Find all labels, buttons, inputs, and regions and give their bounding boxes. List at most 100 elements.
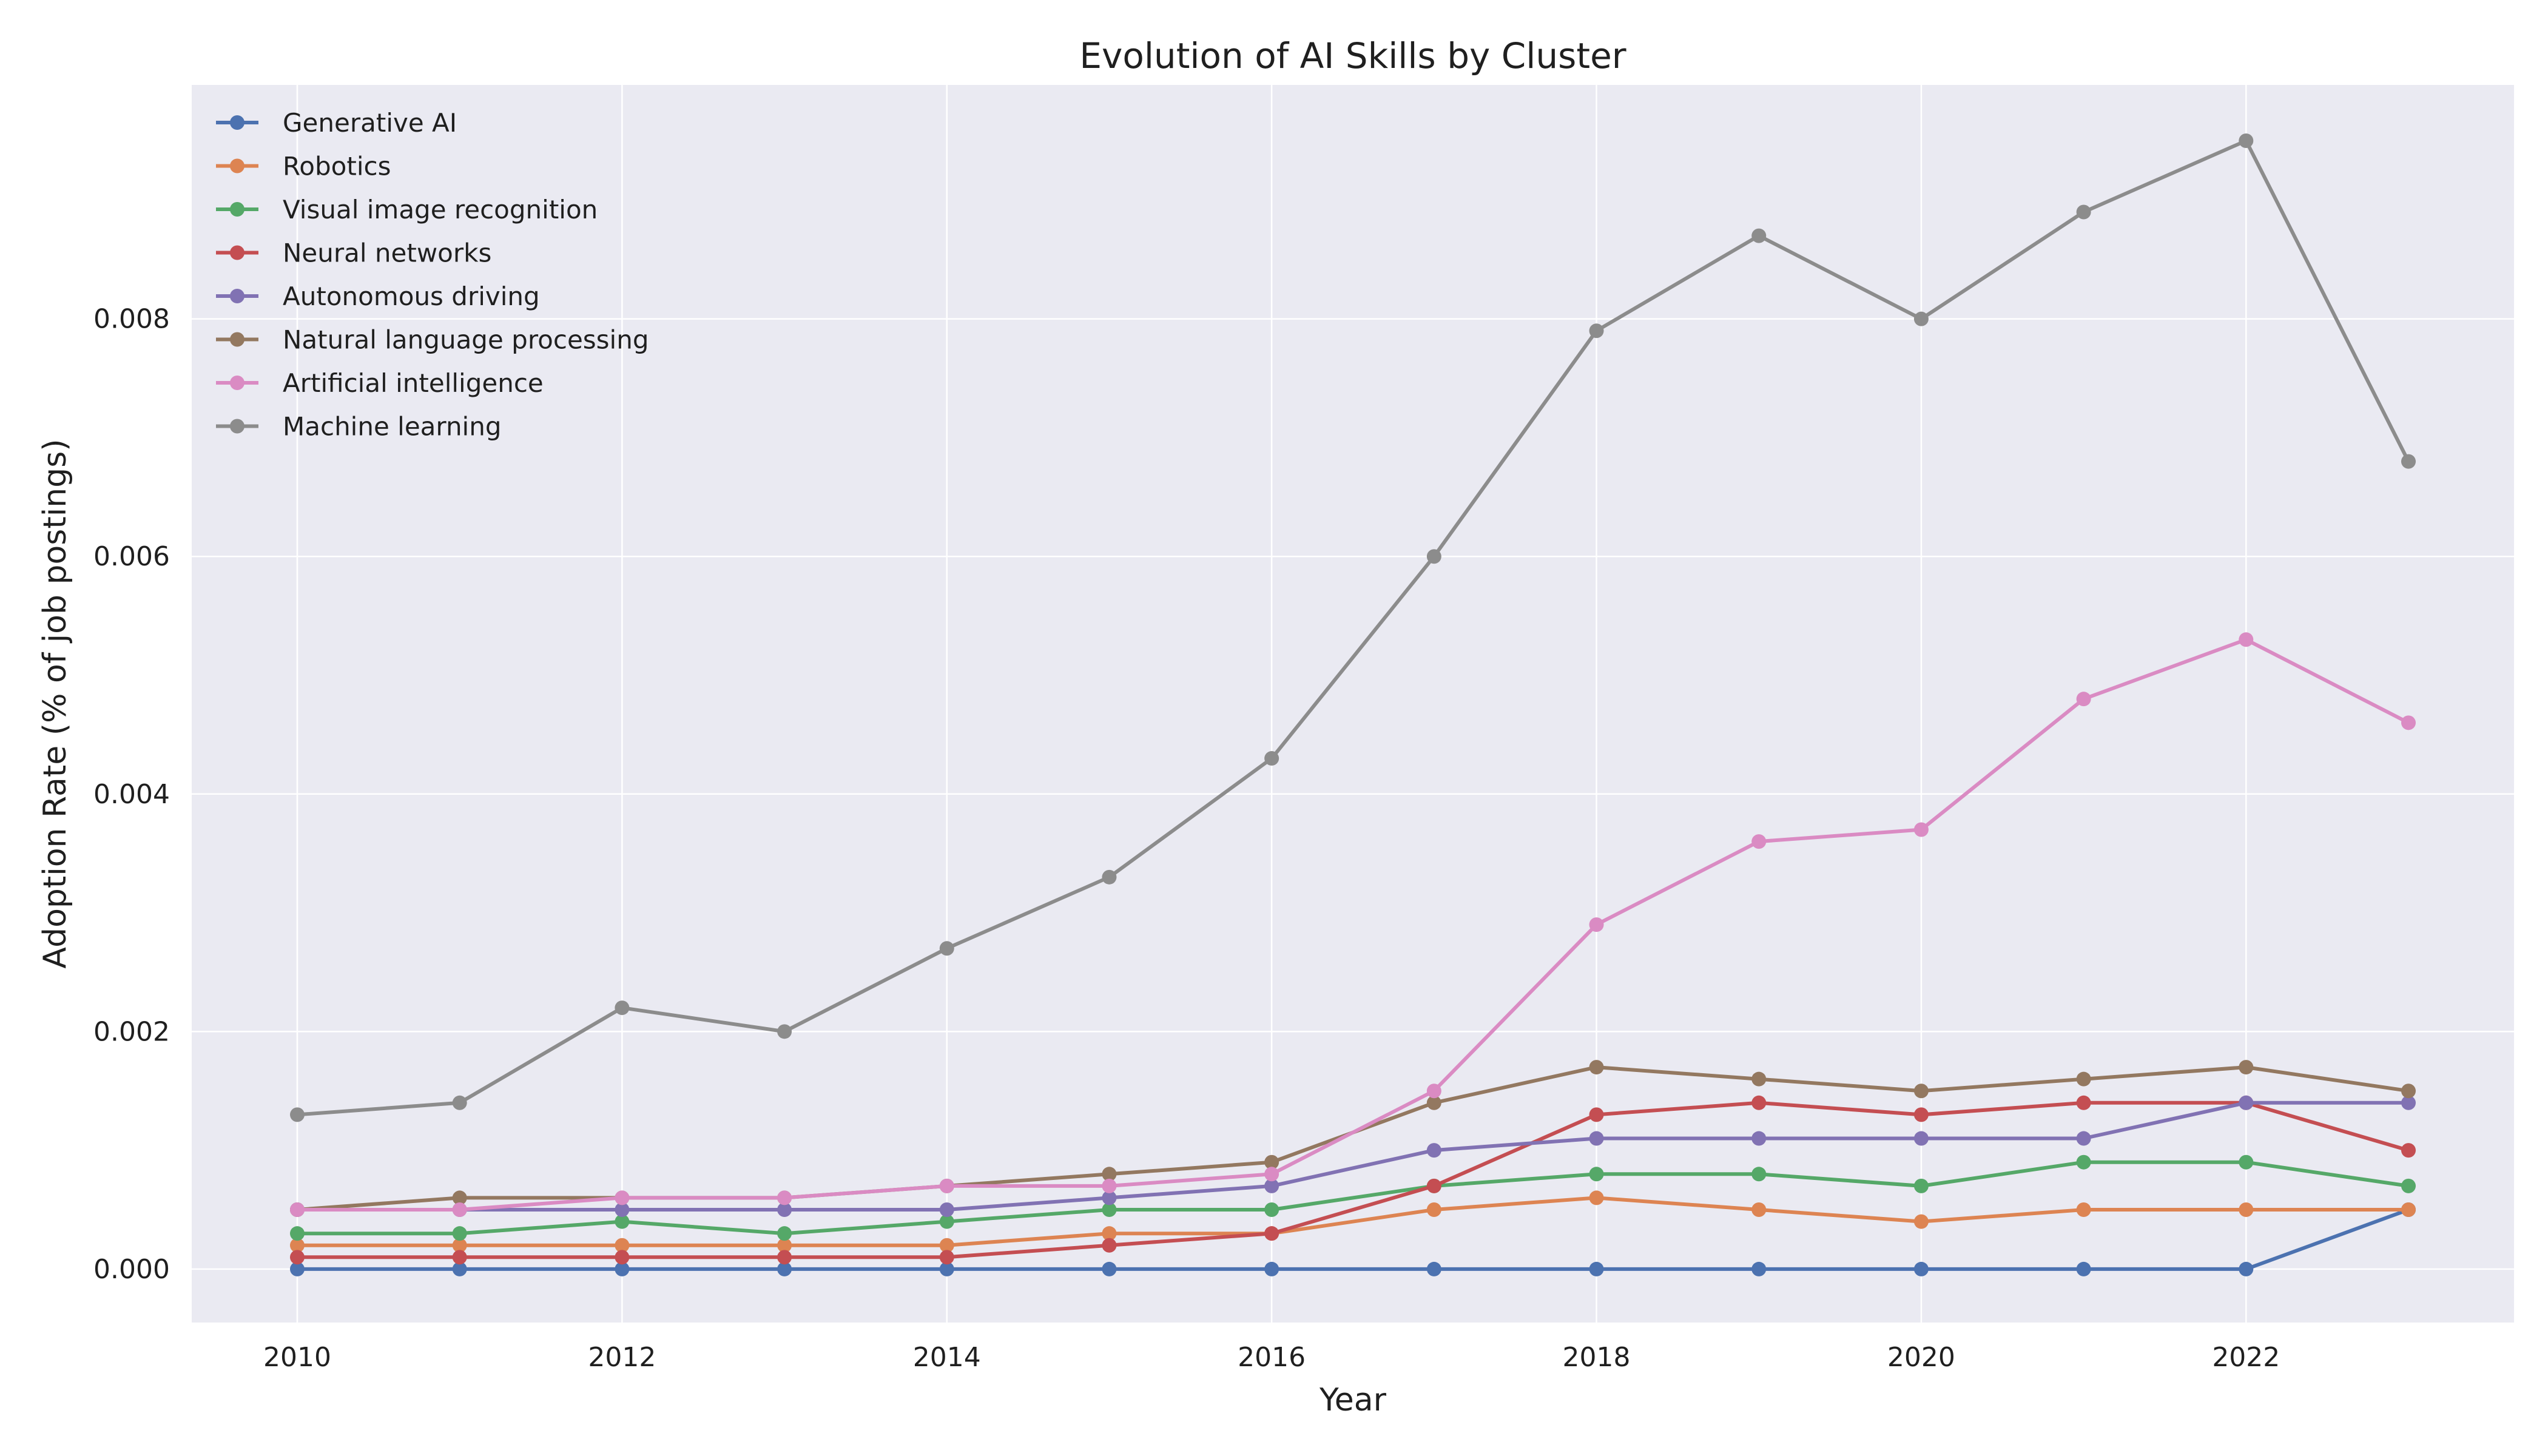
data-point bbox=[777, 1190, 792, 1205]
data-point bbox=[452, 1250, 467, 1265]
data-point bbox=[290, 1250, 305, 1265]
y-tick-label: 0.004 bbox=[93, 779, 170, 810]
data-point bbox=[2076, 1131, 2091, 1146]
data-point bbox=[1751, 1167, 1767, 1182]
data-point bbox=[1751, 1071, 1767, 1087]
legend: Generative AI Robotics Visual image recogn… bbox=[216, 108, 649, 442]
data-point bbox=[615, 1238, 630, 1253]
y-axis-label: Adoption Rate (% of job postings) bbox=[37, 439, 73, 968]
x-tick-label: 2020 bbox=[1887, 1342, 1955, 1373]
data-point bbox=[1102, 869, 1117, 885]
data-point bbox=[1589, 917, 1604, 932]
data-point bbox=[1264, 1167, 1279, 1182]
chart-title: Evolution of AI Skills by Cluster bbox=[1079, 35, 1626, 76]
data-point bbox=[615, 1000, 630, 1016]
data-point bbox=[1426, 1261, 1441, 1276]
data-point bbox=[1589, 1167, 1604, 1182]
data-point bbox=[939, 1202, 954, 1218]
data-point bbox=[1913, 1214, 1929, 1229]
y-tick-label: 0.000 bbox=[93, 1254, 170, 1285]
data-point bbox=[939, 1261, 954, 1276]
legend-marker bbox=[230, 115, 244, 130]
x-tick-label: 2014 bbox=[913, 1342, 981, 1373]
data-point bbox=[1102, 1178, 1117, 1193]
data-point bbox=[1264, 1202, 1279, 1218]
data-point bbox=[1426, 1202, 1441, 1218]
data-point bbox=[2239, 1154, 2254, 1170]
data-point bbox=[2401, 1095, 2416, 1110]
data-point bbox=[2401, 1202, 2416, 1218]
data-point bbox=[1264, 751, 1279, 766]
legend-item: Robotics bbox=[216, 152, 391, 181]
data-point bbox=[777, 1238, 792, 1253]
legend-marker bbox=[230, 245, 244, 260]
data-point bbox=[1589, 1131, 1604, 1146]
series-lines bbox=[290, 133, 2416, 1276]
legend-marker bbox=[230, 376, 244, 390]
legend-marker bbox=[230, 158, 244, 174]
data-point bbox=[1102, 1261, 1117, 1276]
data-point bbox=[1913, 1107, 1929, 1122]
legend-marker bbox=[230, 419, 244, 434]
x-axis-label: Year bbox=[1319, 1382, 1387, 1418]
data-point bbox=[1751, 1261, 1767, 1276]
data-point bbox=[1102, 1167, 1117, 1182]
data-point bbox=[290, 1226, 305, 1241]
data-point bbox=[452, 1238, 467, 1253]
legend-item: Machine learning bbox=[216, 412, 502, 442]
data-point bbox=[452, 1095, 467, 1110]
series-line bbox=[295, 139, 2410, 1117]
data-point bbox=[1426, 1084, 1441, 1099]
data-point bbox=[1589, 1060, 1604, 1075]
data-point bbox=[290, 1261, 305, 1276]
data-point bbox=[777, 1024, 792, 1039]
data-point bbox=[1913, 822, 1929, 837]
data-point bbox=[777, 1202, 792, 1218]
data-point bbox=[1913, 1178, 1929, 1193]
data-point bbox=[615, 1214, 630, 1229]
data-point bbox=[2401, 1178, 2416, 1193]
data-point bbox=[290, 1107, 305, 1122]
data-point bbox=[2076, 1202, 2091, 1218]
x-tick-label: 2016 bbox=[1238, 1342, 1306, 1373]
data-point bbox=[452, 1190, 467, 1205]
data-point bbox=[1264, 1261, 1279, 1276]
series-autonomous-driving bbox=[290, 1095, 2416, 1218]
data-point bbox=[1264, 1154, 1279, 1170]
data-point bbox=[1913, 1084, 1929, 1099]
data-point bbox=[1751, 1202, 1767, 1218]
series-artificial-intelligence bbox=[290, 632, 2416, 1218]
data-point bbox=[939, 1238, 954, 1253]
data-point bbox=[452, 1202, 467, 1218]
data-point bbox=[1589, 1107, 1604, 1122]
data-point bbox=[1913, 311, 1929, 326]
data-point bbox=[2401, 454, 2416, 469]
legend-marker bbox=[230, 332, 244, 347]
x-tick-label: 2010 bbox=[263, 1342, 331, 1373]
data-point bbox=[777, 1226, 792, 1241]
y-tick-label: 0.002 bbox=[93, 1016, 170, 1047]
data-point bbox=[2401, 1084, 2416, 1099]
data-point bbox=[452, 1226, 467, 1241]
series-line bbox=[295, 1208, 2410, 1271]
data-point bbox=[1102, 1202, 1117, 1218]
data-point bbox=[1426, 1143, 1441, 1158]
data-point bbox=[2076, 1095, 2091, 1110]
data-point bbox=[1913, 1131, 1929, 1146]
data-point bbox=[939, 1250, 954, 1265]
data-point bbox=[2076, 204, 2091, 220]
x-tick-label: 2012 bbox=[588, 1342, 656, 1373]
data-point bbox=[1589, 1190, 1604, 1205]
legend-label: Natural language processing bbox=[283, 325, 649, 355]
data-point bbox=[1426, 549, 1441, 564]
data-point bbox=[1264, 1178, 1279, 1193]
data-point bbox=[2239, 1261, 2254, 1276]
data-point bbox=[1426, 1178, 1441, 1193]
data-point bbox=[1264, 1226, 1279, 1241]
series-line bbox=[295, 1196, 2410, 1247]
data-point bbox=[1102, 1238, 1117, 1253]
legend-label: Machine learning bbox=[283, 412, 502, 442]
data-point bbox=[939, 941, 954, 956]
